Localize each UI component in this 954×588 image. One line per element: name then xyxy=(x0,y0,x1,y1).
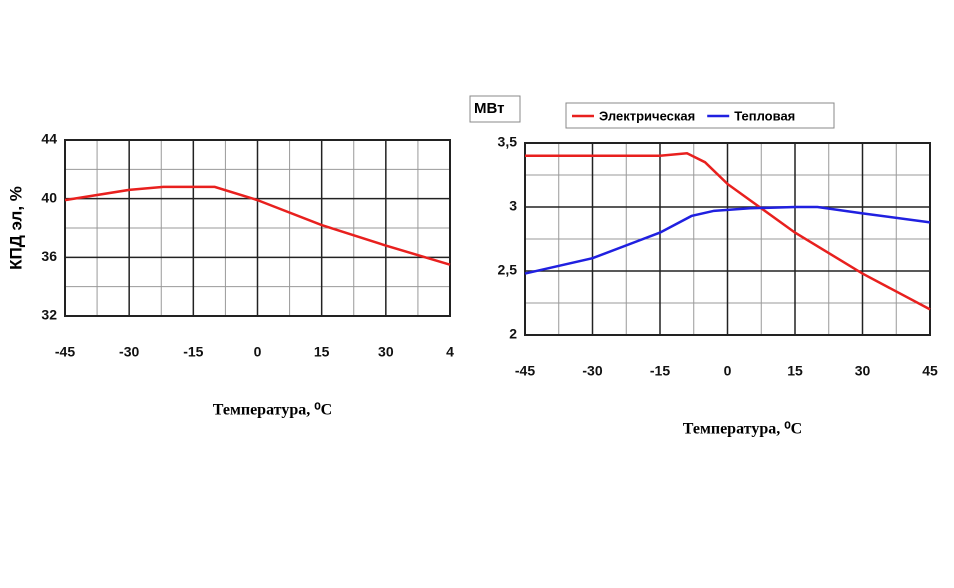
x-tick-label: -30 xyxy=(119,344,139,360)
x-tick-label: -15 xyxy=(183,344,203,360)
series-line xyxy=(524,205,931,275)
y-unit-box xyxy=(469,95,521,123)
y-tick-label: 36 xyxy=(41,248,57,264)
x-tick-label: -30 xyxy=(582,363,602,379)
x-tick-label: 30 xyxy=(855,363,871,379)
series-line xyxy=(525,151,931,311)
x-tick-label: -45 xyxy=(55,344,75,360)
x-tick-label: 30 xyxy=(378,344,394,360)
y-axis-title: КПД эл, % xyxy=(6,186,25,270)
y-tick-label: 32 xyxy=(41,307,57,323)
y-tick-label: 40 xyxy=(41,189,57,205)
legend xyxy=(565,102,835,129)
x-tick-label: 4 xyxy=(446,344,454,360)
legend-label: Электрическая xyxy=(599,108,695,123)
x-tick-label: 0 xyxy=(724,363,732,379)
x-tick-label: 15 xyxy=(787,363,803,379)
x-tick-label: 15 xyxy=(314,344,330,360)
plot-frame xyxy=(524,142,931,336)
y-axis-title: МВт xyxy=(474,100,504,117)
x-tick-label: 45 xyxy=(922,363,938,379)
x-axis-title: Температура, ⁰С xyxy=(213,402,332,419)
chart: -45 -30 -15 0 15 30 45 2 2,5 3 3,5 Температура, ⁰С М… xyxy=(469,95,938,438)
y-tick-label: 3,5 xyxy=(498,134,518,150)
x-axis-title: Температура, ⁰С xyxy=(683,421,802,438)
y-tick-label: 2,5 xyxy=(498,262,518,278)
series-line xyxy=(64,185,451,266)
y-tick-label: 3 xyxy=(509,198,517,214)
chart: -45 -30 -15 0 15 30 4 32 36 40 44 Температура, ⁰С КП… xyxy=(6,131,454,419)
y-tick-label: 2 xyxy=(509,326,517,342)
x-tick-label: -45 xyxy=(515,363,535,379)
y-tick-label: 44 xyxy=(41,131,57,147)
plot-frame xyxy=(64,139,451,317)
x-tick-label: -15 xyxy=(650,363,670,379)
x-tick-label: 0 xyxy=(254,344,262,360)
legend-label: Тепловая xyxy=(734,108,795,123)
